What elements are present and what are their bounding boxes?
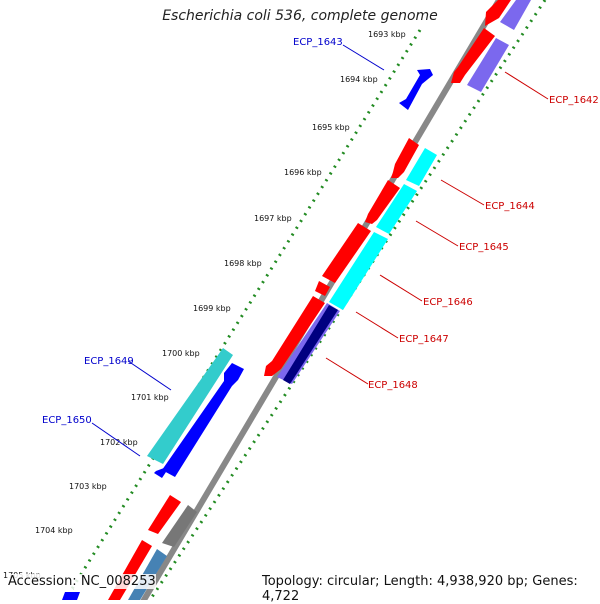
label-ecp-1648: ECP_1648 — [368, 380, 418, 391]
tick-label-1703: 1703 kbp — [69, 482, 107, 491]
gene-top-purple[interactable] — [500, 0, 531, 30]
tick-label-1698: 1698 kbp — [224, 259, 262, 268]
tick-label-1701: 1701 kbp — [131, 393, 169, 402]
backbone — [140, 0, 503, 600]
gene-ecp-1644-red[interactable] — [391, 138, 419, 178]
gene-ecp-1646-red[interactable] — [322, 223, 371, 283]
label-ecp-1649: ECP_1649 — [84, 356, 134, 367]
gene-ecp-1647-small[interactable] — [315, 281, 330, 296]
gene-ecp-1649[interactable] — [147, 348, 233, 464]
callout-lines — [91, 44, 549, 457]
gene-ecp-1642-red[interactable] — [451, 28, 495, 83]
gene-ecp-1647-red[interactable] — [264, 296, 325, 376]
gene-ecp-1650[interactable] — [162, 363, 244, 477]
forward-genes — [147, 69, 433, 478]
tick-dots-outer — [63, 29, 422, 600]
label-ecp-1643: ECP_1643 — [293, 37, 343, 48]
gene-top-red-1[interactable] — [485, 0, 511, 26]
gene-ecp-1645-red[interactable] — [365, 180, 400, 224]
label-ecp-1642: ECP_1642 — [549, 95, 599, 106]
gene-low-gray[interactable] — [162, 505, 197, 547]
gene-low-blue-edge[interactable] — [62, 592, 80, 600]
label-ecp-1647: ECP_1647 — [399, 334, 449, 345]
tick-label-1695: 1695 kbp — [312, 123, 350, 132]
gene-ecp-1644-cyan[interactable] — [406, 148, 437, 186]
gene-ecp-1642-purple[interactable] — [467, 38, 509, 92]
gene-ecp-1648-navy[interactable] — [283, 305, 338, 384]
tick-label-1699: 1699 kbp — [193, 304, 231, 313]
label-ecp-1646: ECP_1646 — [423, 297, 473, 308]
accession-text: Accession: NC_008253 — [8, 574, 156, 589]
label-ecp-1644: ECP_1644 — [485, 201, 535, 212]
tick-label-1697: 1697 kbp — [254, 214, 292, 223]
tick-label-1693: 1693 kbp — [368, 30, 406, 39]
forward-gene-labels: ECP_1643 ECP_1649 ECP_1650 — [42, 37, 343, 426]
reverse-genes — [62, 0, 531, 600]
tick-label-1702: 1702 kbp — [100, 438, 138, 447]
gene-low-red-1[interactable] — [148, 495, 181, 534]
tick-label-1696: 1696 kbp — [284, 168, 322, 177]
gene-ecp-1645-cyan[interactable] — [376, 184, 417, 234]
tick-label-1694: 1694 kbp — [340, 75, 378, 84]
gene-ecp-1643[interactable] — [399, 69, 433, 110]
label-ecp-1650: ECP_1650 — [42, 415, 92, 426]
map-title: Escherichia coli 536, complete genome — [162, 8, 438, 24]
label-ecp-1645: ECP_1645 — [459, 242, 509, 253]
tick-label-1704: 1704 kbp — [35, 526, 73, 535]
gene-small-blue[interactable] — [154, 468, 166, 478]
tick-label-1700: 1700 kbp — [162, 349, 200, 358]
gene-ecp-1646-cyan[interactable] — [329, 232, 388, 310]
reverse-gene-labels: ECP_1642 ECP_1644 ECP_1645 ECP_1646 ECP_… — [368, 95, 599, 391]
